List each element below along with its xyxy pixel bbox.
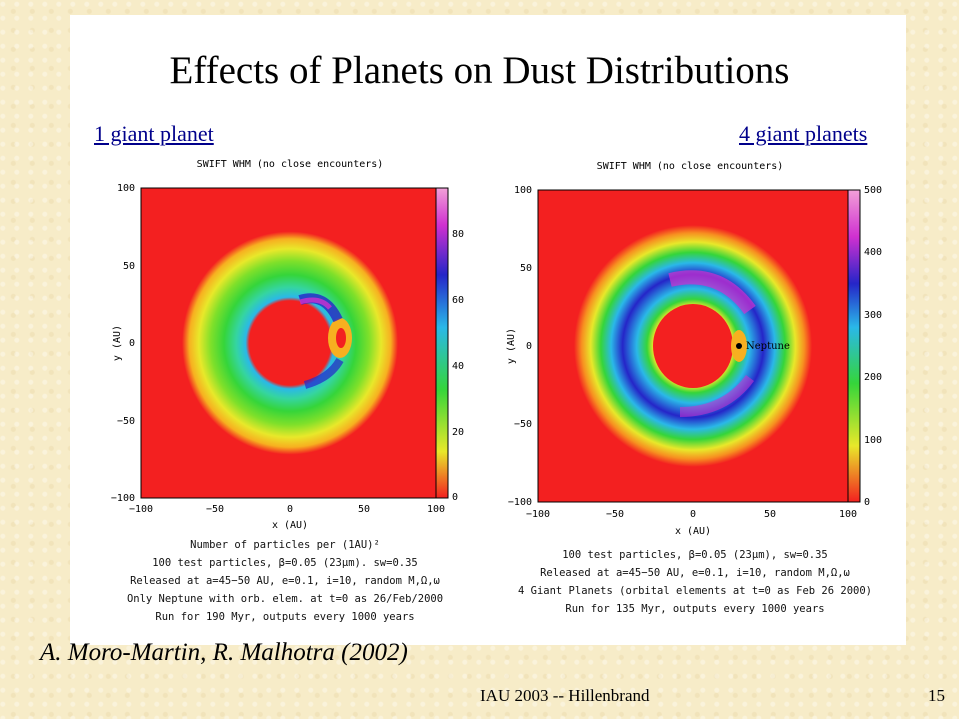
right-xtick-3: 0 — [690, 509, 696, 520]
left-ylabel: y (AU) — [112, 325, 123, 361]
left-cbar-tick-40: 40 — [452, 361, 464, 372]
right-ylabel: y (AU) — [506, 328, 517, 364]
left-caption-line: Run for 190 Myr, outputs every 1000 year… — [155, 611, 415, 623]
right-dust-plot: SWIFT WHM (no close encounters) Neptune … — [506, 161, 882, 537]
left-caption: Number of particles per (1AU)² 100 test … — [110, 536, 460, 626]
left-caption-line: 100 test particles, β=0.05 (23μm). sw=0.… — [152, 557, 418, 569]
right-cbar-tick-400: 400 — [864, 247, 882, 258]
left-xtick-1: −100 — [129, 504, 153, 515]
right-caption-line: 4 Giant Planets (orbital elements at t=0… — [517, 585, 872, 597]
right-xtick-4: 50 — [764, 509, 776, 520]
subtitle-four-planets[interactable]: 4 giant planets — [739, 121, 868, 146]
right-xlabel: x (AU) — [675, 526, 711, 537]
neptune-label: Neptune — [746, 341, 790, 352]
right-ytick-2: 50 — [520, 263, 532, 274]
left-xtick-4: 50 — [358, 504, 370, 515]
right-caption: 100 test particles, β=0.05 (23μm), sw=0.… — [515, 546, 875, 618]
right-cbar-tick-500: 500 — [864, 185, 882, 196]
left-xtick-2: −50 — [206, 504, 224, 515]
neptune-marker: Neptune — [736, 341, 790, 352]
credit-line: A. Moro-Martin, R. Malhotra (2002) — [40, 639, 408, 666]
left-dust-plot: SWIFT WHM (no close encounters) 100 50 0… — [111, 159, 464, 531]
right-caption-line: Released at a=45−50 AU, e=0.1, i=10, ran… — [540, 567, 850, 579]
right-xtick-5: 100 — [839, 509, 857, 520]
left-ytick-2: 50 — [123, 261, 135, 272]
left-cbar-tick-0: 0 — [452, 492, 458, 503]
left-xtick-5: 100 — [427, 504, 445, 515]
left-caption-line: Number of particles per (1AU)² — [190, 539, 380, 551]
left-cbar-tick-80: 80 — [452, 229, 464, 240]
left-cbar-tick-20: 20 — [452, 427, 464, 438]
footer-text: IAU 2003 -- Hillenbrand — [480, 686, 650, 705]
right-ytick-3: 0 — [526, 341, 532, 352]
left-ytick-1: 100 — [117, 183, 135, 194]
right-caption-line: 100 test particles, β=0.05 (23μm), sw=0.… — [562, 549, 828, 561]
right-ytick-4: −50 — [514, 419, 532, 430]
right-xtick-1: −100 — [526, 509, 550, 520]
page-number: 15 — [928, 686, 945, 705]
left-plot-title: SWIFT WHM (no close encounters) — [197, 159, 384, 170]
subtitle-one-planet[interactable]: 1 giant planet — [94, 121, 214, 146]
left-ytick-5: −100 — [111, 493, 135, 504]
right-ytick-1: 100 — [514, 185, 532, 196]
right-cbar-tick-200: 200 — [864, 372, 882, 383]
right-xtick-2: −50 — [606, 509, 624, 520]
right-cbar-tick-100: 100 — [864, 435, 882, 446]
left-ytick-3: 0 — [129, 338, 135, 349]
left-xlabel: x (AU) — [272, 520, 308, 531]
right-cbar-tick-0: 0 — [864, 497, 870, 508]
right-ytick-5: −100 — [508, 497, 532, 508]
right-cbar-tick-300: 300 — [864, 310, 882, 321]
left-ytick-4: −50 — [117, 416, 135, 427]
left-cbar-tick-60: 60 — [452, 295, 464, 306]
left-caption-line: Only Neptune with orb. elem. at t=0 as 2… — [126, 593, 444, 605]
right-caption-line: Run for 135 Myr, outputs every 1000 year… — [565, 603, 825, 615]
right-plot-title: SWIFT WHM (no close encounters) — [597, 161, 784, 172]
slide-title: Effects of Planets on Dust Distributions — [169, 49, 790, 92]
left-xtick-3: 0 — [287, 504, 293, 515]
left-caption-line: Released at a=45−50 AU, e=0.1, i=10, ran… — [130, 575, 440, 587]
